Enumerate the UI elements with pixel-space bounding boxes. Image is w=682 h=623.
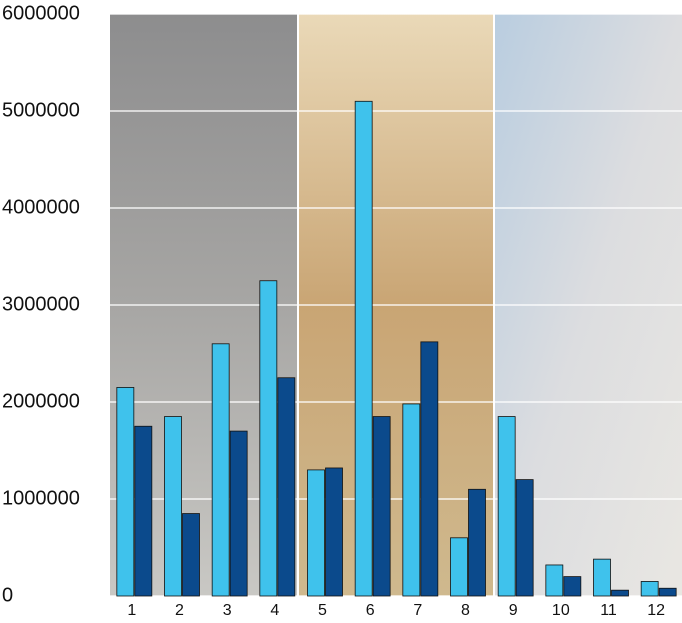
y-tick-label: 0 <box>2 584 13 606</box>
x-tick-label: 10 <box>552 602 570 619</box>
bar <box>545 564 564 597</box>
x-tick-label: 2 <box>175 602 184 619</box>
y-tick-label: 2000000 <box>2 390 80 412</box>
bar <box>611 589 629 597</box>
x-tick-label: 8 <box>461 602 470 619</box>
bar <box>134 425 153 597</box>
x-tick-label: 3 <box>223 602 232 619</box>
bar <box>164 416 182 597</box>
bar <box>563 576 582 597</box>
x-tick-label: 1 <box>127 602 136 619</box>
bar <box>515 479 534 597</box>
bar <box>325 467 343 597</box>
bar <box>640 581 659 597</box>
x-tick-label: 11 <box>600 602 617 619</box>
bar <box>211 343 230 597</box>
x-tick-label: 5 <box>318 602 327 619</box>
x-tick-label: 7 <box>413 602 422 619</box>
bar <box>307 469 325 597</box>
bar <box>402 403 421 597</box>
bar <box>593 558 611 597</box>
y-tick-label: 3000000 <box>2 293 80 315</box>
bar <box>259 280 278 597</box>
y-tick-label: 4000000 <box>2 196 80 218</box>
bar <box>658 587 677 597</box>
bar <box>116 387 135 597</box>
bar <box>277 377 296 597</box>
bar <box>182 513 200 597</box>
bar <box>354 100 373 597</box>
bar <box>372 416 391 597</box>
bar <box>420 341 439 597</box>
x-tick-label: 6 <box>366 602 375 619</box>
bar <box>468 488 486 597</box>
y-tick-label: 5000000 <box>2 99 80 121</box>
x-tick-label: 9 <box>509 602 518 619</box>
y-tick-label: 1000000 <box>2 487 80 509</box>
x-tick-label: 12 <box>647 602 665 619</box>
y-tick-label: 6000000 <box>2 2 80 24</box>
x-tick-label: 4 <box>270 602 279 619</box>
bar <box>497 416 516 597</box>
bar <box>229 430 248 597</box>
bar <box>450 537 468 597</box>
